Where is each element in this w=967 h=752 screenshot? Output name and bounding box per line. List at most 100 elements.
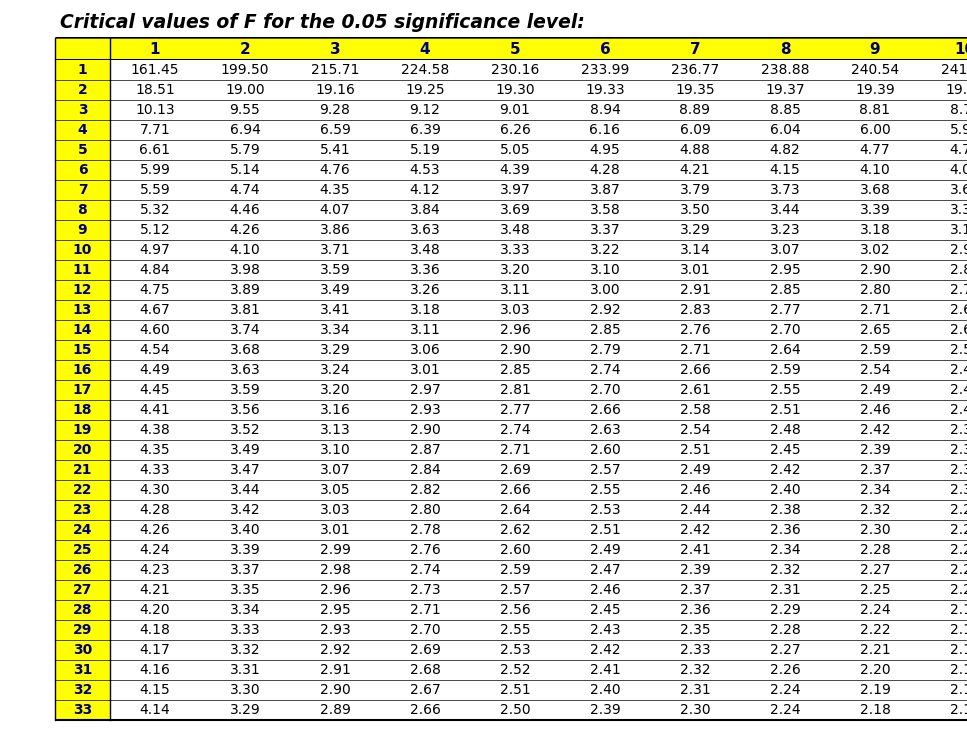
Text: 2.31: 2.31 <box>770 583 801 597</box>
Text: 2.98: 2.98 <box>950 243 967 257</box>
Text: 2.89: 2.89 <box>319 703 350 717</box>
Bar <box>200 520 290 540</box>
Bar <box>650 640 740 660</box>
Bar <box>380 360 470 380</box>
Text: 4.28: 4.28 <box>590 163 621 177</box>
Bar <box>650 240 740 260</box>
Text: 12: 12 <box>73 283 92 297</box>
Bar <box>290 680 380 700</box>
Text: 6.94: 6.94 <box>229 123 260 137</box>
Bar <box>560 100 650 120</box>
Bar <box>200 600 290 620</box>
Bar <box>290 600 380 620</box>
Bar <box>380 660 470 680</box>
Bar <box>200 120 290 140</box>
Text: 28: 28 <box>73 603 92 617</box>
Bar <box>830 660 920 680</box>
Bar <box>290 500 380 520</box>
Text: 3.18: 3.18 <box>860 223 891 237</box>
Bar <box>470 620 560 640</box>
Bar <box>55 100 110 120</box>
Bar <box>920 680 967 700</box>
Bar <box>200 660 290 680</box>
Text: 8.94: 8.94 <box>590 103 621 117</box>
Bar <box>55 500 110 520</box>
Text: 2.85: 2.85 <box>950 263 967 277</box>
Bar <box>650 680 740 700</box>
Text: 2.30: 2.30 <box>950 483 967 497</box>
Text: 3.39: 3.39 <box>860 203 891 217</box>
Text: 3.97: 3.97 <box>500 183 530 197</box>
Text: 16: 16 <box>73 363 92 377</box>
Text: 8.85: 8.85 <box>770 103 801 117</box>
Text: 19.37: 19.37 <box>765 83 805 97</box>
Bar <box>650 440 740 460</box>
Text: 30: 30 <box>73 643 92 657</box>
Text: 5.32: 5.32 <box>139 203 170 217</box>
Text: 3.50: 3.50 <box>680 203 711 217</box>
Text: 3.87: 3.87 <box>590 183 621 197</box>
Bar <box>200 700 290 720</box>
Bar <box>55 420 110 440</box>
Text: 3.68: 3.68 <box>860 183 891 197</box>
Text: 2.65: 2.65 <box>860 323 891 337</box>
Text: 2.28: 2.28 <box>950 503 967 517</box>
Bar <box>200 460 290 480</box>
Text: 3.18: 3.18 <box>410 303 440 317</box>
Text: 2.39: 2.39 <box>860 443 891 457</box>
Text: 2.52: 2.52 <box>500 663 530 677</box>
Bar <box>200 100 290 120</box>
Text: 2.92: 2.92 <box>590 303 621 317</box>
Bar <box>470 140 560 160</box>
Text: 2.99: 2.99 <box>319 543 350 557</box>
Text: 3.06: 3.06 <box>410 343 440 357</box>
Text: 2.40: 2.40 <box>770 483 801 497</box>
Text: 9.28: 9.28 <box>319 103 350 117</box>
Bar <box>290 260 380 280</box>
Text: 3.33: 3.33 <box>230 623 260 637</box>
Text: 3.49: 3.49 <box>229 443 260 457</box>
Text: 4.10: 4.10 <box>229 243 260 257</box>
Bar <box>55 480 110 500</box>
Text: 1: 1 <box>77 63 87 77</box>
Bar <box>650 420 740 440</box>
Bar <box>740 100 830 120</box>
Text: 3.42: 3.42 <box>230 503 260 517</box>
Text: 5: 5 <box>77 143 87 157</box>
Text: 4.16: 4.16 <box>139 663 170 677</box>
Bar <box>110 340 200 360</box>
Bar <box>200 160 290 180</box>
Bar <box>290 320 380 340</box>
Text: 6: 6 <box>77 163 87 177</box>
Text: 2.34: 2.34 <box>860 483 891 497</box>
Bar <box>470 380 560 400</box>
Bar <box>470 600 560 620</box>
Bar <box>920 640 967 660</box>
Text: 3.86: 3.86 <box>319 223 350 237</box>
Bar <box>55 220 110 240</box>
Bar <box>740 440 830 460</box>
Bar <box>740 700 830 720</box>
Text: 4: 4 <box>420 41 430 56</box>
Text: 4.74: 4.74 <box>950 143 967 157</box>
Text: 1: 1 <box>150 41 161 56</box>
Text: 3.41: 3.41 <box>320 303 350 317</box>
Text: 3.84: 3.84 <box>410 203 440 217</box>
Text: 4.54: 4.54 <box>139 343 170 357</box>
Bar <box>380 240 470 260</box>
Bar <box>830 640 920 660</box>
Text: 27: 27 <box>73 583 92 597</box>
Text: 2.66: 2.66 <box>590 403 621 417</box>
Text: 3.26: 3.26 <box>410 283 440 297</box>
Text: 2.46: 2.46 <box>590 583 621 597</box>
Bar <box>740 200 830 220</box>
Bar <box>110 60 200 80</box>
Bar <box>380 280 470 300</box>
Text: 2.60: 2.60 <box>590 443 621 457</box>
Bar <box>650 620 740 640</box>
Bar <box>830 380 920 400</box>
Bar <box>470 200 560 220</box>
Text: 3.37: 3.37 <box>230 563 260 577</box>
Text: 19.16: 19.16 <box>315 83 355 97</box>
Bar <box>55 140 110 160</box>
